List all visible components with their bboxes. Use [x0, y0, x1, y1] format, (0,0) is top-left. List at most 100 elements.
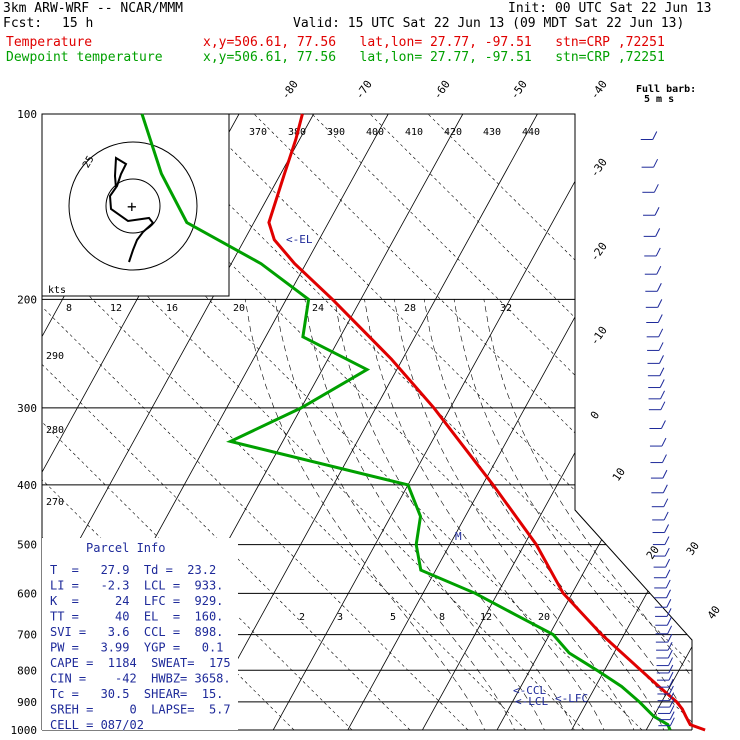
parcel-info-line: Tc = 30.5 SHEAR= 15. [50, 687, 223, 701]
theta-e-label: 390 [327, 127, 345, 138]
hodograph-center-mark: + [127, 197, 137, 216]
parcel-info-line: SREH = 0 LAPSE= 5.7 [50, 703, 231, 717]
parcel-info-line: PW = 3.99 YGP = 0.1 [50, 641, 223, 655]
isotherm-line [414, 114, 692, 730]
parcel-info-line: CAPE = 1184 SWEAT= 175 [50, 656, 231, 670]
isotherm-label-right: 0 [588, 409, 602, 422]
init-time: Init: 00 UTC Sat 22 Jun 13 [508, 1, 712, 16]
theta-e-label: 430 [483, 127, 501, 138]
theta-label: 270 [46, 497, 64, 508]
isotherm-line [0, 114, 15, 740]
wind-barb-flag [659, 355, 664, 364]
parcel-info-line: K = 24 LFC = 929. [50, 594, 223, 608]
temperature-location-info: x,y=506.61, 77.56 lat,lon= 27.77, -97.51… [203, 35, 665, 50]
parcel-info-line: CIN = -42 HWBZ= 3658. [50, 672, 231, 686]
theta-label: 290 [46, 351, 64, 362]
wind-barb-flag [655, 228, 661, 237]
moist-adiabat-line [423, 299, 670, 730]
theta-e-label: 370 [249, 127, 267, 138]
lcl-marker: <-LCL [515, 695, 548, 708]
dry-adiabat-line [0, 114, 4, 730]
wind-barb-flag [666, 599, 672, 608]
pressure-axis-labels: 100 200 300 400 500 600 700 800 900 1000 [11, 108, 38, 737]
dewpoint-trace [140, 113, 672, 731]
dry-adiabat-line [253, 114, 692, 730]
hodograph-outer-ring [68, 141, 198, 271]
isotherm-line [638, 114, 692, 730]
wind-barb-flag [669, 717, 675, 726]
wind-barb-flag [658, 328, 664, 338]
wind-barb-flag [668, 664, 674, 674]
wind-barb-flag [653, 158, 659, 168]
wind-barb-flag [666, 589, 671, 598]
parcel-info-lines: T = 27.9 Td = 23.2 LI = -2.3 LCL = 933.K … [50, 563, 231, 732]
isotherm-label-top: -70 [353, 78, 375, 102]
wind-barb-flag [659, 367, 665, 376]
hodograph-speed-label: 8 [66, 303, 72, 314]
wind-barb-flag [665, 569, 671, 578]
wind-barb-flag [666, 608, 672, 617]
wind-barbs [640, 131, 675, 727]
parcel-info-box: Parcel Info [42, 538, 238, 730]
theta-labels: 290 280 270 [46, 351, 64, 508]
dewpoint-location-info: x,y=506.61, 77.56 lat,lon= 27.77, -97.51… [203, 50, 665, 65]
wind-barb-flag [662, 454, 667, 463]
hodograph-speed-label: 32 [500, 303, 512, 314]
valid-time: Valid: 15 UTC Sat 22 Jun 13 (09 MDT Sat … [293, 16, 685, 31]
isotherm-label-right: -20 [588, 240, 610, 264]
wind-barb-flag [669, 692, 675, 701]
isotherm-label-right: -10 [588, 324, 610, 348]
wind-barb-flag [657, 299, 663, 308]
moist-adiabat-line [364, 299, 610, 730]
wind-barb-flag [668, 685, 674, 695]
wind-barb-flag [660, 390, 665, 400]
hodograph-speed-labels: 8 12 16 20 24 28 32 [66, 303, 512, 314]
isotherm-label-top: -80 [279, 78, 301, 102]
wind-barb-flag [664, 536, 670, 545]
wind-barb-flag [662, 469, 668, 479]
el-marker: <-EL [286, 233, 313, 246]
parcel-info-line: TT = 40 EL = 160. [50, 610, 223, 624]
mixing-ratio-label: 12 [480, 612, 492, 623]
forecast-label: Fcst: [3, 16, 43, 31]
hodograph-speed-label: 16 [166, 303, 178, 314]
dry-adiabat-line [369, 114, 692, 730]
wind-barb-flag [667, 625, 673, 635]
dry-adiabat-line [42, 114, 469, 730]
pressure-label: 100 [17, 108, 37, 121]
mixing-ratio-label: 3 [337, 612, 343, 623]
theta-e-label: 440 [522, 127, 540, 138]
plot-frame [42, 113, 693, 730]
isotherm-line [714, 114, 740, 740]
moist-adiabat-line [244, 299, 491, 730]
wind-barb-flag [665, 579, 671, 589]
pressure-label: 500 [17, 539, 37, 552]
wind-barb-flag [654, 207, 660, 216]
dry-adiabat-line [311, 114, 692, 730]
wind-barb-flag [668, 671, 674, 681]
model-title: 3km ARW-WRF -- NCAR/MMM [3, 1, 184, 16]
hodograph-speed-unit: kts [48, 285, 66, 296]
dry-adiabat-line [427, 114, 692, 730]
isotherm-label-right: 10 [610, 465, 628, 483]
dry-adiabat-line [195, 114, 692, 730]
wind-barb-flag [667, 633, 673, 643]
pressure-label: 400 [17, 479, 37, 492]
wind-barb-flag [660, 401, 666, 410]
wind-barb-flag [653, 184, 659, 193]
isotherm-line [42, 114, 314, 730]
isotherm-label-top: -60 [431, 78, 453, 102]
wind-barb-flag [669, 698, 675, 708]
m-marker: M [455, 530, 462, 543]
wind-barb-flag [658, 342, 664, 351]
mixing-ratio-label: 5 [390, 612, 396, 623]
dry-adiabat-line [42, 114, 527, 730]
wind-barb-flag [665, 558, 671, 568]
wind-barb-flag [663, 498, 669, 507]
wind-barb-flag [668, 657, 673, 666]
pressure-label: 200 [17, 293, 37, 306]
wind-barb-flag [660, 420, 666, 429]
dry-adiabat-line [137, 114, 692, 730]
moist-adiabat-line [394, 299, 640, 730]
